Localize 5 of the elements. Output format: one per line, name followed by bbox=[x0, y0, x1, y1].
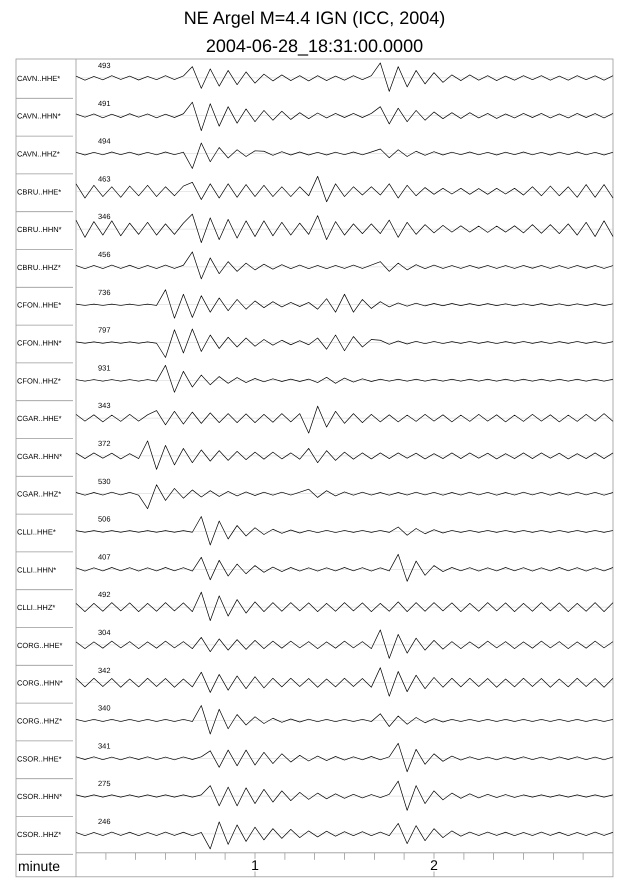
text: 2004-06-28_18:31:00.0000 bbox=[206, 36, 424, 56]
x-tick-label: 1 bbox=[251, 856, 260, 873]
x-axis-title: minute bbox=[18, 858, 60, 874]
x-tick-label: 2 bbox=[430, 856, 438, 873]
text: NE Argel M=4.4 IGN (ICC, 2004) bbox=[184, 8, 446, 28]
